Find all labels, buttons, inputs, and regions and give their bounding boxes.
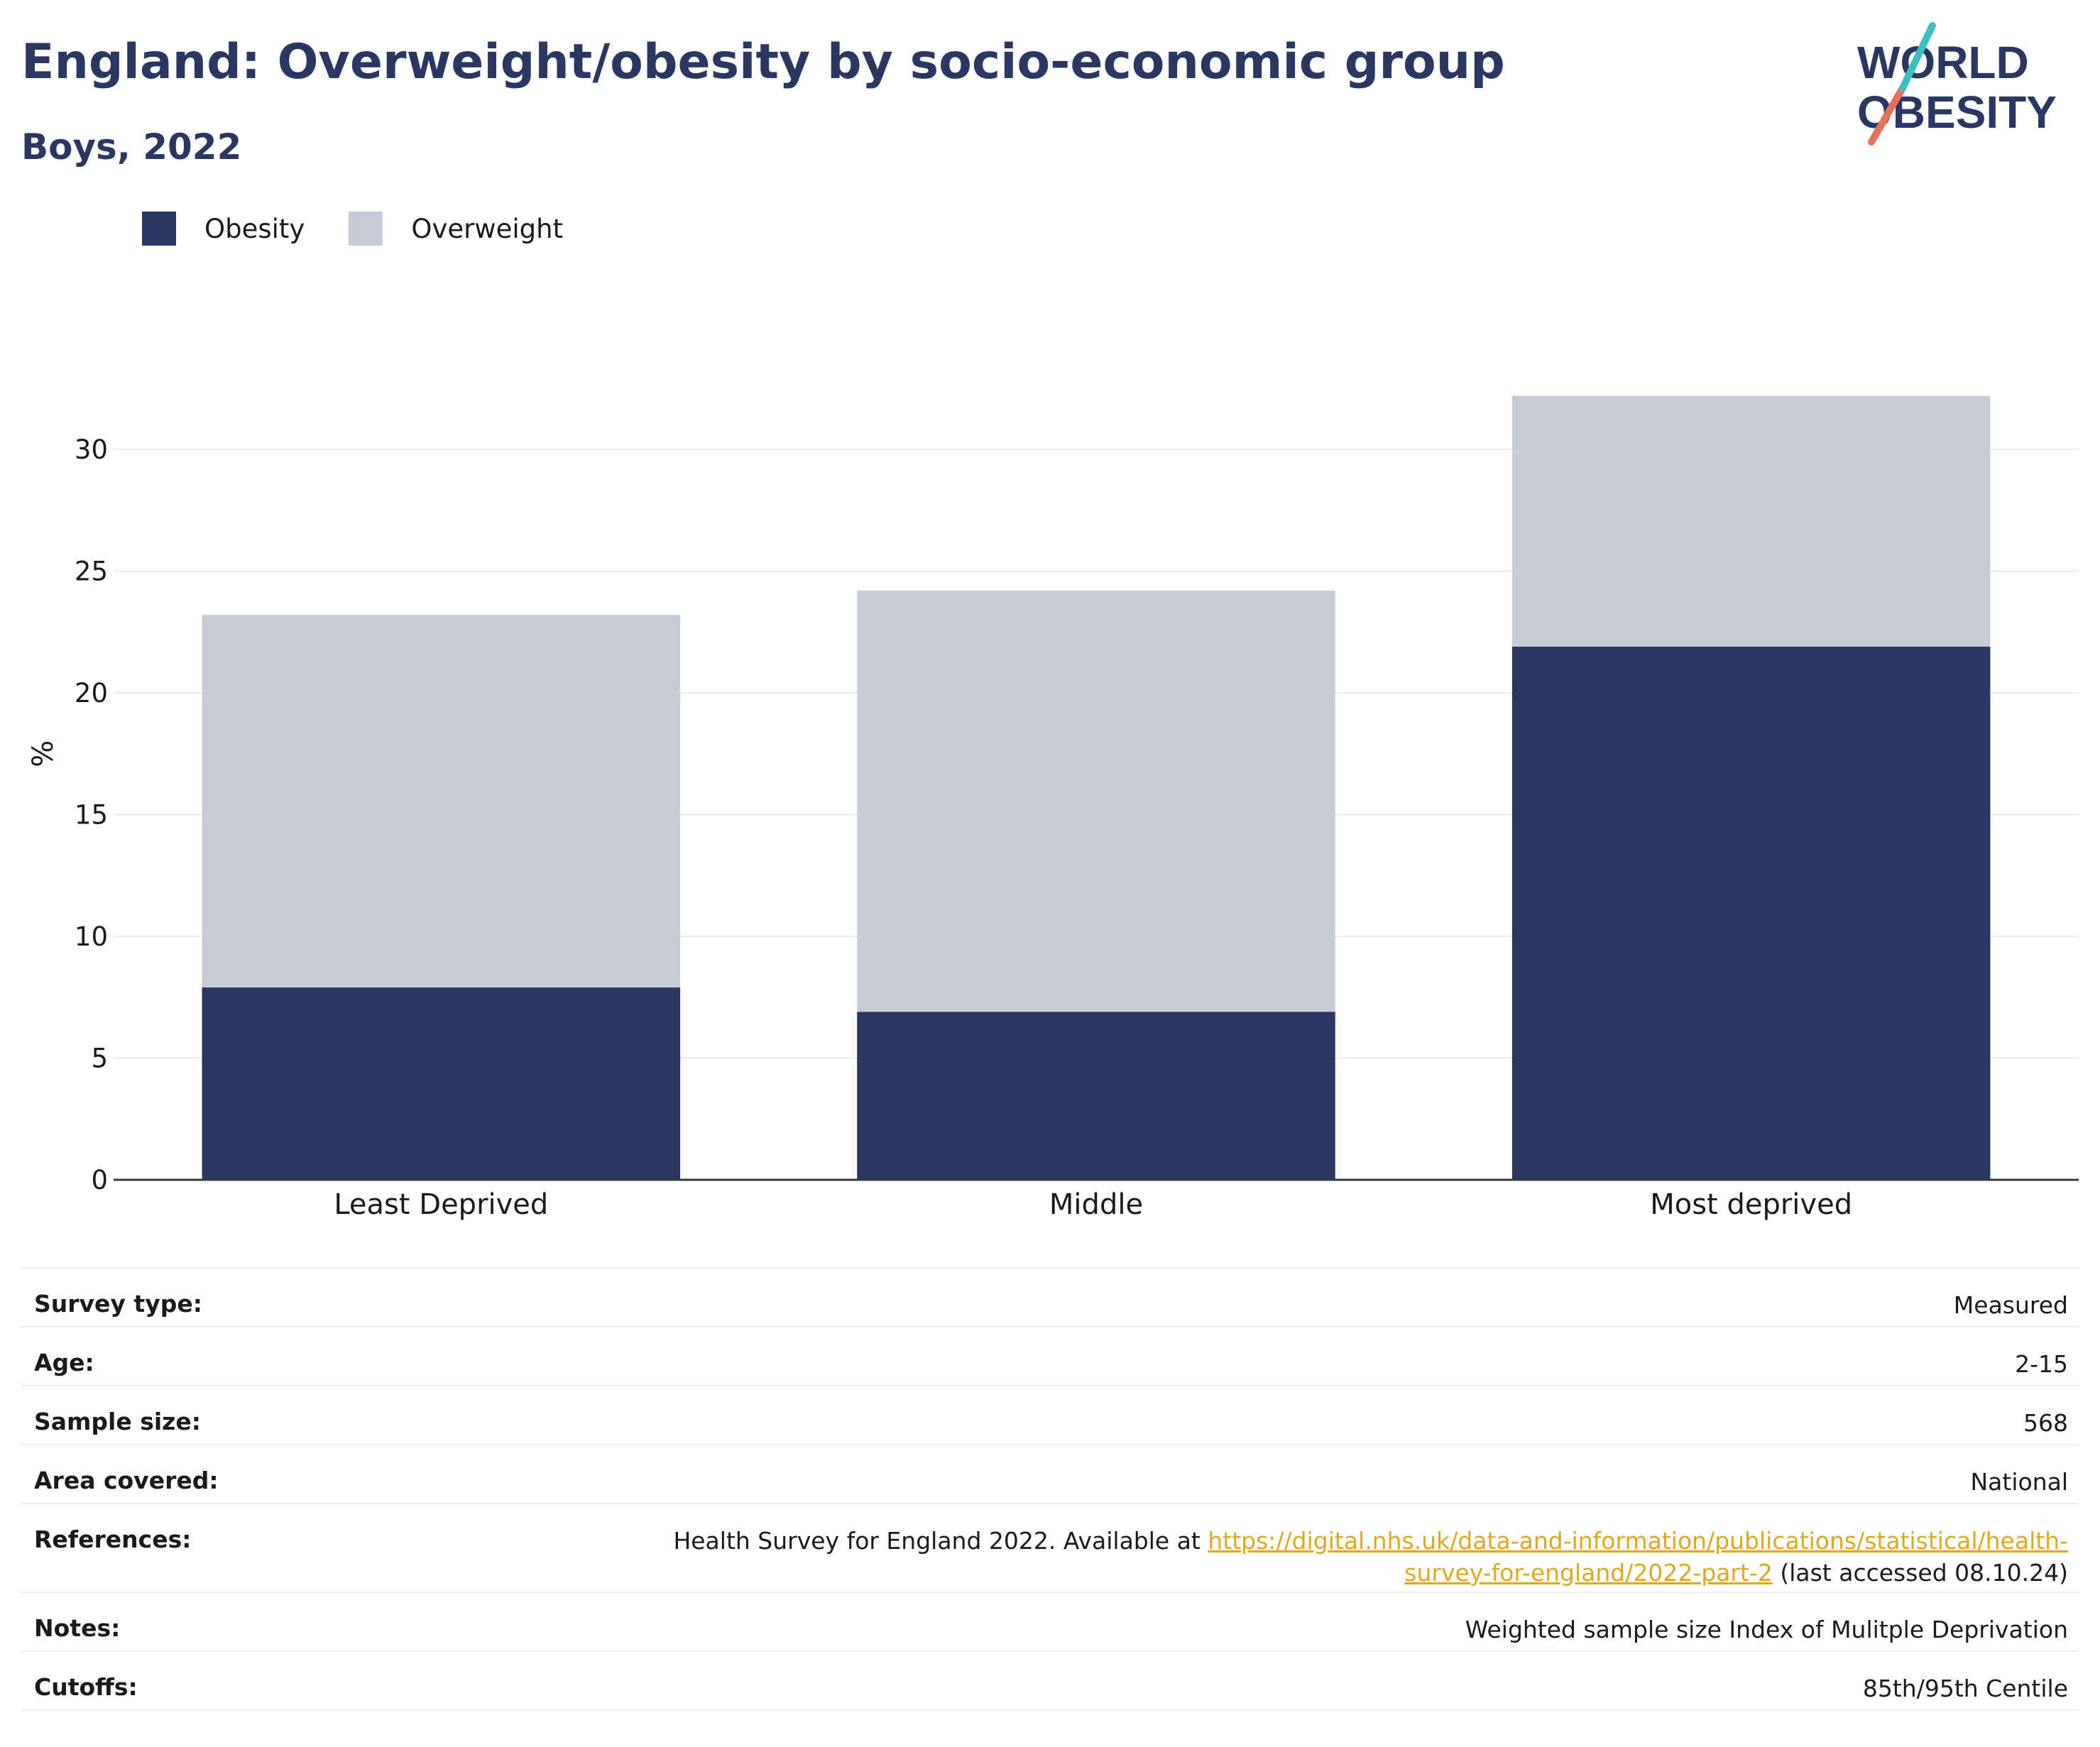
meta-label-age: Age: [34, 1349, 94, 1376]
legend-swatch-overweight [349, 212, 383, 246]
logo-text-world: WORLD [1857, 37, 2029, 88]
legend-item-overweight[interactable]: Overweight [349, 212, 563, 246]
meta-label-area-covered: Area covered: [34, 1467, 219, 1494]
y-tick-label-25: 25 [75, 557, 108, 587]
meta-value-survey-type: Measured [1953, 1291, 2068, 1319]
legend-label-obesity: Obesity [204, 213, 305, 244]
bar-overweight-most-deprived [1511, 395, 1991, 647]
legend-item-obesity[interactable]: Obesity [142, 212, 305, 246]
y-tick-label-15: 15 [75, 800, 108, 831]
meta-value-cutoffs: 85th/95th Centile [1862, 1675, 2068, 1702]
world-obesity-logo: WORLD OBESITY [1857, 22, 2057, 146]
meta-value-age: 2-15 [2015, 1350, 2068, 1378]
meta-label-survey-type: Survey type: [34, 1290, 202, 1318]
meta-row-area-covered: Area covered: National [21, 1444, 2079, 1503]
y-tick-label-30: 30 [75, 434, 108, 465]
meta-value-sample-size: 568 [2023, 1409, 2068, 1437]
bar-overweight-least-deprived [202, 615, 681, 988]
meta-label-references: References: [34, 1526, 192, 1553]
meta-value-area-covered: National [1970, 1468, 2068, 1496]
meta-value-notes: Weighted sample size Index of Mulitple D… [1465, 1616, 2068, 1643]
chart-subtitle: Boys, 2022 [21, 126, 242, 168]
y-axis-label: % [27, 740, 60, 767]
meta-row-sample-size: Sample size: 568 [21, 1385, 2079, 1444]
reference-link[interactable]: https://digital.nhs.uk/data-and-informat… [1208, 1527, 2068, 1587]
chart-title: England: Overweight/obesity by socio-eco… [21, 34, 1505, 90]
y-tick-label-20: 20 [75, 678, 108, 708]
bar-overweight-middle [857, 590, 1335, 1012]
y-tick-label-10: 10 [75, 921, 108, 952]
x-tick-label-most-deprived: Most deprived [1650, 1188, 1852, 1221]
meta-row-notes: Notes: Weighted sample size Index of Mul… [21, 1592, 2079, 1650]
meta-label-sample-size: Sample size: [34, 1408, 201, 1435]
meta-label-notes: Notes: [34, 1614, 121, 1642]
logo-slash-coral [1868, 84, 1906, 146]
meta-value-references: Health Survey for England 2022. Availabl… [613, 1526, 2068, 1589]
meta-label-cutoffs: Cutoffs: [34, 1673, 138, 1701]
meta-row-age: Age: 2-15 [21, 1326, 2079, 1385]
legend-swatch-obesity [142, 212, 176, 246]
bar-obesity-most-deprived [1511, 646, 1991, 1180]
meta-row-cutoffs: Cutoffs: 85th/95th Centile [21, 1650, 2079, 1711]
reference-text-suffix: (last accessed 08.10.24) [1772, 1558, 2068, 1587]
legend-label-overweight: Overweight [411, 213, 564, 244]
reference-text-prefix: Health Survey for England 2022. Availabl… [673, 1527, 1208, 1555]
x-tick-label-least-deprived: Least Deprived [334, 1188, 548, 1221]
y-tick-label-0: 0 [91, 1165, 108, 1195]
x-tick-label-middle: Middle [1049, 1188, 1143, 1221]
bar-obesity-middle [857, 1012, 1335, 1180]
survey-metadata-table: Survey type: Measured Age: 2-15 Sample s… [21, 1267, 2079, 1711]
y-tick-label-5: 5 [91, 1044, 108, 1074]
meta-row-survey-type: Survey type: Measured [21, 1267, 2079, 1326]
chart-legend: Obesity Overweight [142, 212, 607, 246]
stacked-bar-chart: 0 5 10 15 20 25 30% Least Deprived Middle Most de… [27, 395, 2079, 1221]
logo-slash-teal [1899, 22, 1936, 92]
meta-row-references: References: Health Survey for England 20… [21, 1503, 2079, 1592]
bar-obesity-least-deprived [202, 987, 681, 1180]
